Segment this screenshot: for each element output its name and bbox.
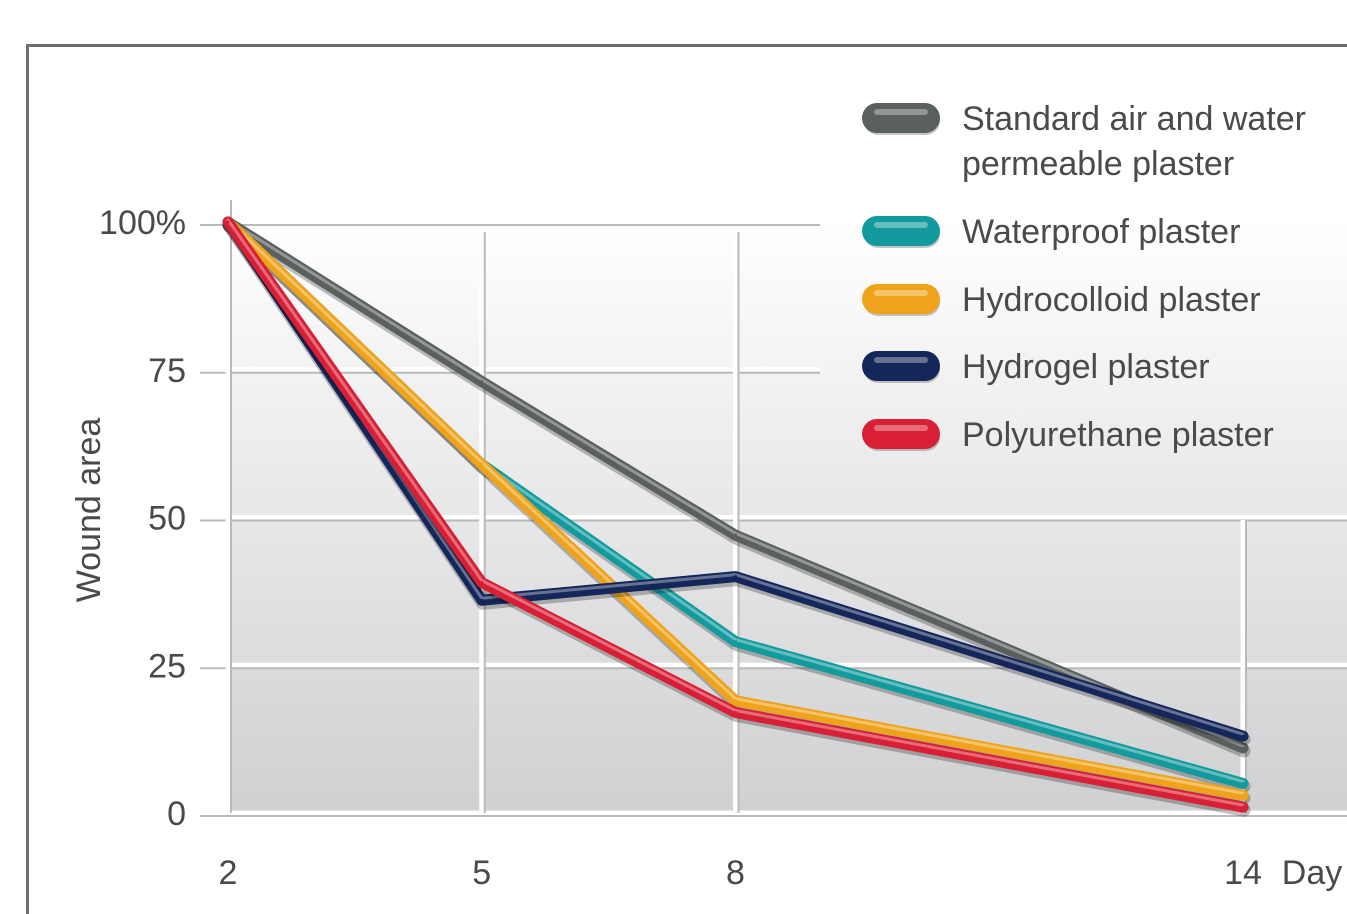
x-tick-label: 2	[219, 854, 238, 892]
chart-frame	[26, 44, 1347, 914]
series-line-highlight	[226, 218, 1245, 807]
legend-swatch-highlight	[874, 290, 928, 296]
data-point	[480, 598, 484, 602]
y-tick-label: 0	[167, 795, 186, 833]
legend-swatch-highlight	[874, 222, 928, 228]
legend: Standard air and water permeable plaster W…	[862, 100, 1306, 454]
legend-label: Waterproof plaster	[962, 213, 1240, 251]
y-tick-label: 25	[148, 647, 186, 685]
data-point	[734, 711, 737, 715]
x-axis-title: Day	[1282, 854, 1342, 892]
y-tick-label: 50	[148, 500, 186, 538]
legend-item: Hydrogel plaster	[862, 348, 1210, 386]
series-line-body	[222, 216, 1249, 754]
data-point	[734, 533, 737, 537]
x-tick-label: 5	[472, 854, 491, 892]
y-axis-title: Wound area	[70, 418, 108, 603]
legend-swatch-highlight	[874, 357, 928, 363]
data-point	[480, 380, 484, 384]
data-point	[734, 699, 737, 703]
data-point	[734, 575, 737, 579]
gridlines	[200, 200, 1347, 817]
series-line-body	[222, 216, 1249, 801]
data-point	[1241, 793, 1245, 797]
legend-label: Standard air and water	[962, 100, 1306, 138]
y-tick-label: 75	[148, 352, 186, 390]
legend-item: Polyurethane plaster	[862, 416, 1274, 454]
data-point	[734, 640, 737, 644]
x-axis-tick-labels: 2 5 8 14	[219, 854, 1262, 892]
x-tick-label: 14	[1224, 854, 1262, 892]
legend-label: Hydrogel plaster	[962, 348, 1210, 386]
legend-swatch	[862, 351, 940, 381]
legend-swatch	[862, 216, 940, 246]
series-line-body	[222, 216, 1249, 813]
series-line	[222, 216, 1251, 817]
legend-swatch-highlight	[874, 425, 928, 431]
data-point	[226, 220, 230, 224]
y-axis-tick-labels: 0 25 50 75 100%	[99, 204, 186, 833]
legend-label: Polyurethane plaster	[962, 416, 1274, 454]
y-tick-label: 100%	[99, 204, 186, 242]
data-point	[480, 581, 484, 585]
legend-label: Hydrocolloid plaster	[962, 281, 1261, 319]
data-point	[1241, 734, 1245, 738]
legend-item: Waterproof plaster	[862, 213, 1240, 251]
legend-item: Hydrocolloid plaster	[862, 281, 1261, 319]
legend-swatch	[862, 103, 940, 133]
series-line-highlight	[226, 218, 1245, 748]
data-point	[1241, 781, 1245, 785]
legend-swatch	[862, 419, 940, 449]
series-line-highlight	[226, 218, 1245, 795]
data-point	[480, 462, 484, 466]
legend-swatch-highlight	[874, 109, 928, 115]
legend-item: Standard air and water permeable plaster	[862, 100, 1306, 183]
legend-label: permeable plaster	[962, 145, 1234, 183]
data-point	[1241, 805, 1245, 809]
series-line	[222, 216, 1251, 758]
x-tick-label: 8	[726, 854, 745, 892]
legend-swatch	[862, 284, 940, 314]
data-point	[1241, 746, 1245, 750]
series-lines	[222, 216, 1251, 817]
